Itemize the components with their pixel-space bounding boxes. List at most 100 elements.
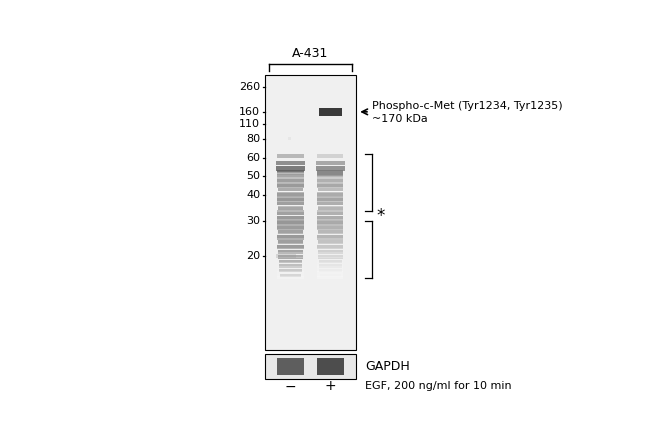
Bar xyxy=(278,219,304,221)
Bar xyxy=(278,219,304,220)
Bar xyxy=(278,195,304,196)
Bar xyxy=(278,227,304,228)
Bar xyxy=(278,192,304,194)
Bar xyxy=(317,258,343,259)
Bar xyxy=(317,190,343,192)
Bar xyxy=(278,180,304,181)
Bar xyxy=(317,171,343,175)
Bar xyxy=(317,231,343,232)
Bar xyxy=(320,275,341,277)
Bar xyxy=(278,199,304,200)
Bar xyxy=(278,184,304,185)
Bar xyxy=(278,185,304,186)
Bar xyxy=(317,198,343,199)
Bar xyxy=(317,209,343,210)
Text: 80: 80 xyxy=(246,134,260,144)
Bar xyxy=(278,200,304,201)
Text: −: − xyxy=(285,379,296,393)
Text: 60: 60 xyxy=(246,153,260,163)
Bar xyxy=(278,210,304,215)
Bar xyxy=(278,229,304,230)
Bar xyxy=(318,250,343,253)
Bar xyxy=(278,186,304,187)
Bar xyxy=(317,199,343,200)
Bar xyxy=(318,264,342,268)
Bar xyxy=(278,182,304,183)
Bar xyxy=(278,202,304,203)
Bar xyxy=(278,223,304,224)
Bar xyxy=(278,261,304,263)
Bar xyxy=(317,221,343,225)
Bar xyxy=(278,201,304,205)
Bar xyxy=(317,246,343,247)
Bar xyxy=(278,266,304,268)
Bar xyxy=(278,256,304,257)
Bar xyxy=(316,161,344,165)
Bar xyxy=(317,230,343,231)
Bar xyxy=(278,268,304,269)
Bar xyxy=(317,261,343,263)
Bar xyxy=(278,277,304,278)
Bar xyxy=(278,179,304,183)
Bar xyxy=(317,210,343,215)
Bar xyxy=(317,270,343,271)
Bar xyxy=(317,223,343,224)
Text: 50: 50 xyxy=(246,171,260,181)
Bar xyxy=(278,187,303,191)
Bar xyxy=(317,254,343,255)
Bar xyxy=(317,217,343,218)
Bar xyxy=(317,268,343,269)
Bar xyxy=(317,215,343,217)
Bar xyxy=(317,180,343,181)
Bar xyxy=(317,203,343,204)
Bar xyxy=(278,255,303,259)
Bar xyxy=(317,253,343,254)
Bar xyxy=(317,260,343,261)
Bar xyxy=(278,205,304,206)
Bar xyxy=(318,230,343,234)
Bar xyxy=(279,260,302,264)
Text: GAPDH: GAPDH xyxy=(365,360,410,373)
Bar xyxy=(317,224,343,225)
Bar xyxy=(278,216,304,218)
Bar xyxy=(276,166,305,171)
Bar xyxy=(317,266,343,268)
Bar xyxy=(278,197,304,198)
Bar xyxy=(287,137,291,140)
Bar xyxy=(278,237,304,239)
Text: 260: 260 xyxy=(239,82,260,92)
Bar xyxy=(317,265,343,266)
Bar xyxy=(317,245,343,249)
Bar xyxy=(278,236,304,237)
Bar xyxy=(317,238,343,240)
Bar xyxy=(278,245,304,249)
Bar xyxy=(278,240,304,241)
Bar xyxy=(317,269,343,270)
Bar xyxy=(278,234,304,235)
Bar xyxy=(318,260,342,264)
Bar xyxy=(278,188,304,189)
Bar xyxy=(317,240,343,241)
Bar xyxy=(278,255,304,256)
Bar xyxy=(317,186,343,187)
Bar xyxy=(317,257,343,258)
Bar xyxy=(278,251,304,252)
Bar xyxy=(317,218,343,219)
Text: 40: 40 xyxy=(246,190,260,200)
Bar xyxy=(278,211,304,212)
Bar xyxy=(278,278,304,279)
Bar xyxy=(317,177,343,178)
Bar xyxy=(278,226,304,227)
Bar xyxy=(278,242,304,243)
Bar xyxy=(317,264,343,265)
Bar xyxy=(278,210,304,211)
Bar xyxy=(278,179,304,180)
Bar xyxy=(317,278,343,279)
Bar xyxy=(278,173,304,175)
Bar xyxy=(317,197,343,201)
Bar xyxy=(317,250,343,251)
Bar xyxy=(278,214,304,216)
Bar xyxy=(317,192,343,198)
Bar xyxy=(317,235,343,236)
Bar xyxy=(317,232,343,233)
